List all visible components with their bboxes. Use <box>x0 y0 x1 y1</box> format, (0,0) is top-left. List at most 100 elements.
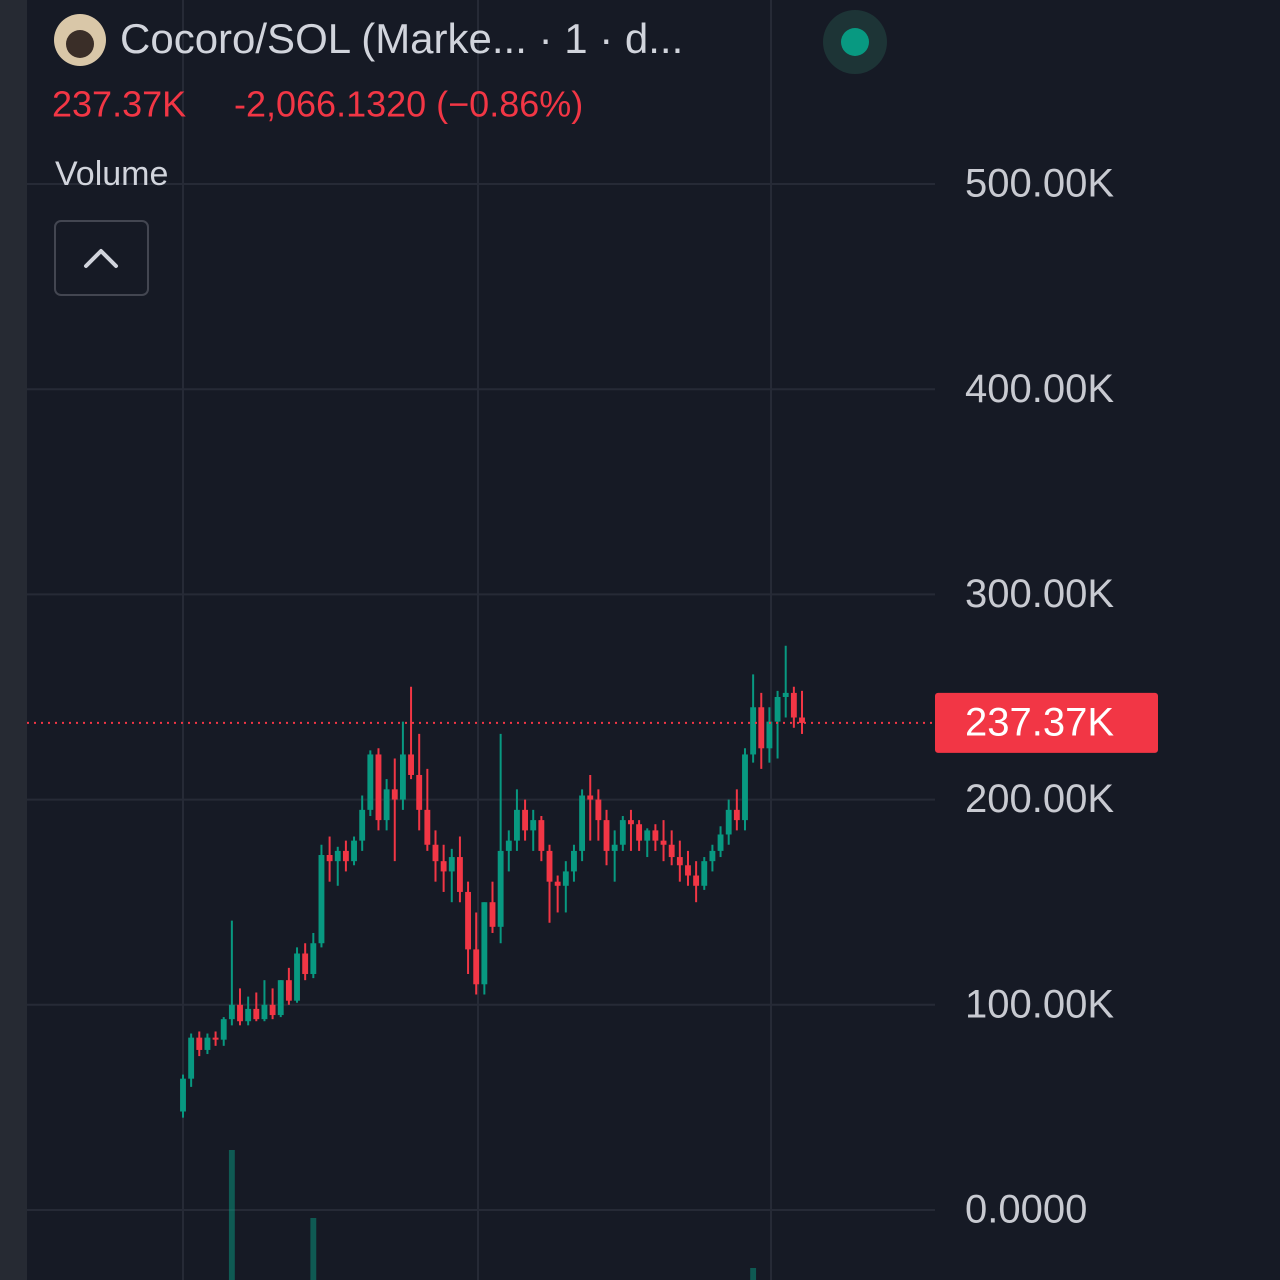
candle-body <box>652 830 659 841</box>
candle-body <box>538 820 545 851</box>
candle-body <box>522 809 529 831</box>
candle-body <box>668 844 675 858</box>
candle-body <box>603 820 610 851</box>
candle-body <box>619 820 626 845</box>
y-tick-label: 400.00K <box>965 367 1114 411</box>
candle-body <box>261 1004 268 1020</box>
candle-body <box>750 707 757 755</box>
candle-body <box>408 754 414 775</box>
volume-label: Volume <box>55 155 168 193</box>
candle-body <box>505 840 512 851</box>
candle-body <box>367 754 374 810</box>
y-tick-label: 0.0000 <box>965 1188 1087 1232</box>
grid <box>27 0 935 1280</box>
candle-body <box>799 717 805 723</box>
y-tick-label: 500.00K <box>965 162 1114 206</box>
avatar-face <box>66 30 94 58</box>
left-edge <box>0 0 27 1280</box>
candle-body <box>212 1037 219 1040</box>
candle-body <box>530 820 537 831</box>
candle-body <box>693 875 700 886</box>
candle-body <box>310 943 317 975</box>
candle-body <box>416 774 423 810</box>
candle-body <box>587 795 594 800</box>
candle-body <box>196 1037 203 1050</box>
candle-body <box>285 980 292 1001</box>
candle-body <box>701 861 708 886</box>
last-price: 237.37K <box>52 84 186 125</box>
candle-body <box>595 799 602 821</box>
y-tick-label: 200.00K <box>965 777 1114 821</box>
status-dot <box>841 28 869 56</box>
candle-body <box>326 855 333 862</box>
candle-body <box>375 754 382 821</box>
candle-body <box>432 844 439 862</box>
candle-body <box>456 857 463 892</box>
candle-body <box>571 850 577 872</box>
candle-body <box>685 865 691 876</box>
candle-body <box>660 840 667 845</box>
candle-body <box>391 789 398 800</box>
collapse-button[interactable] <box>54 220 149 296</box>
candle-body <box>440 861 447 872</box>
candle-body <box>611 844 618 851</box>
candle-body <box>237 1004 243 1022</box>
candle-body <box>644 830 651 841</box>
candle-body <box>253 1008 260 1020</box>
candle-body <box>774 697 781 722</box>
candle-body <box>742 754 748 821</box>
candle-body <box>424 809 431 845</box>
candle-body <box>489 902 496 927</box>
volume-bar <box>310 1218 317 1280</box>
candle-body <box>228 1004 235 1020</box>
candle-body <box>383 789 390 821</box>
candle-body <box>725 809 732 835</box>
candle-body <box>269 1004 276 1016</box>
last-price-tag <box>935 692 1158 753</box>
chevron-up <box>84 249 118 268</box>
candle-body <box>554 881 561 886</box>
candle-body <box>188 1037 195 1079</box>
candle-body <box>342 850 349 862</box>
candle-body <box>782 692 789 697</box>
candle-body <box>514 809 520 841</box>
candle-body <box>546 850 553 882</box>
candle-body <box>579 795 586 851</box>
candle-body <box>359 809 366 841</box>
candle-body <box>709 850 716 862</box>
candle-body <box>790 692 797 718</box>
last-price-tag-label: 237.37K <box>965 700 1114 744</box>
candle-body <box>351 840 357 862</box>
candle-body <box>636 824 643 841</box>
candle-body <box>204 1037 211 1050</box>
candle-body <box>465 891 471 950</box>
candle-body <box>277 980 284 1016</box>
candle-body <box>628 820 634 825</box>
candle-body <box>334 850 341 862</box>
candle-body <box>220 1019 227 1040</box>
candle-body <box>717 834 724 851</box>
volume-bar <box>750 1268 757 1280</box>
y-tick-label: 100.00K <box>965 982 1114 1026</box>
candle-body <box>481 902 488 985</box>
candle-body <box>562 871 569 886</box>
candle-body <box>399 754 406 800</box>
chart-title: Cocoro/SOL (Marke... · 1 · d... <box>120 15 683 62</box>
candle-body <box>473 949 480 985</box>
candle-body <box>676 857 683 866</box>
candle-body <box>180 1078 186 1112</box>
candle-body <box>448 857 455 872</box>
candle-body <box>758 707 765 749</box>
candle-body <box>733 809 740 821</box>
candle-body <box>766 721 773 749</box>
candle-body <box>294 953 300 1001</box>
y-tick-label: 300.00K <box>965 572 1114 616</box>
candle-body <box>302 953 309 975</box>
candle-body <box>318 855 325 944</box>
price-change: -2,066.1320 (−0.86%) <box>234 84 583 125</box>
candle-body <box>245 1008 252 1022</box>
volume-bar <box>228 1150 235 1280</box>
candle-body <box>497 850 504 927</box>
